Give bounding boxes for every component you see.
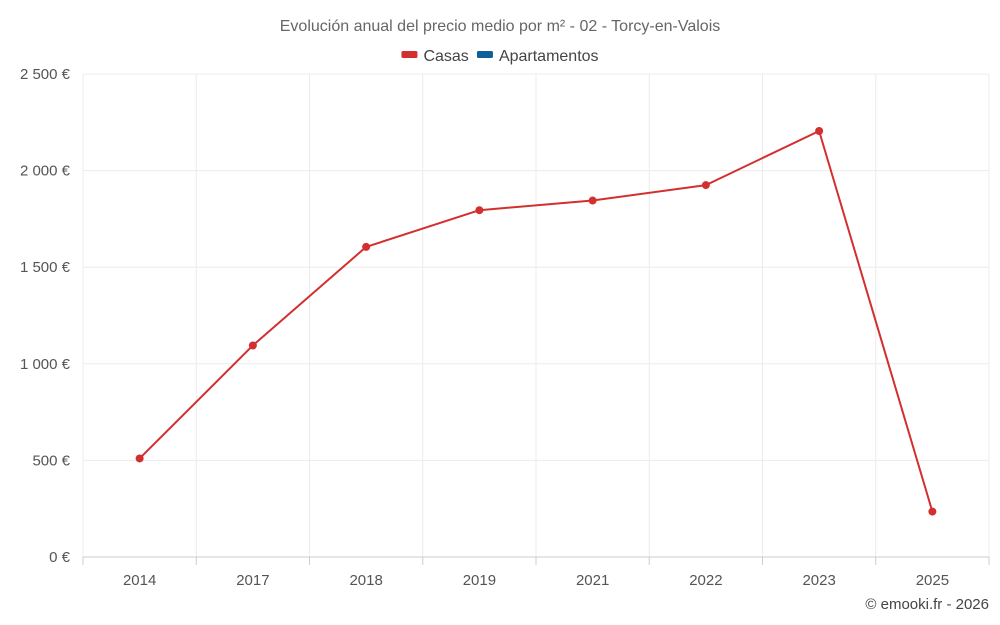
legend-label-casas[interactable]: Casas: [423, 48, 468, 65]
y-tick-label: 1 500 €: [20, 259, 71, 276]
x-tick-label: 2023: [802, 572, 835, 589]
legend-label-apartamentos[interactable]: Apartamentos: [499, 48, 599, 65]
y-axis: 0 € 500 € 1 000 € 1 500 € 2 000 € 2 500 €: [20, 66, 71, 566]
x-tick-label: 2021: [576, 572, 609, 589]
data-point-casas[interactable]: 2019: 1795 €: [475, 206, 484, 215]
data-point-casas[interactable]: 2025: 235 €: [928, 507, 937, 516]
y-tick-label: 500 €: [32, 452, 70, 469]
data-point-casas[interactable]: 2014: 510 €: [135, 454, 144, 463]
chart-title: Evolución anual del precio medio por m² …: [280, 18, 721, 35]
data-point-casas[interactable]: 2022: 1925 €: [701, 181, 710, 190]
y-tick-label: 2 000 €: [20, 163, 71, 180]
data-point-casas[interactable]: 2021: 1845 €: [588, 196, 597, 205]
x-axis: 2014 2017 2018 2019 2021 2022 2023 2025: [82, 556, 990, 589]
series-group: 2014: 510 € 2017: 1095 € 2018: 1605 € 2019:…: [135, 126, 937, 516]
legend-swatch-apartamentos[interactable]: [476, 51, 493, 58]
y-tick-label: 2 500 €: [20, 66, 71, 83]
series-line-casas: [138, 129, 934, 512]
x-tick-label: 2014: [123, 572, 156, 589]
y-tick-label: 1 000 €: [20, 356, 71, 373]
y-tick-label: 0 €: [49, 549, 71, 566]
data-point-casas[interactable]: 2018: 1605 €: [362, 242, 371, 251]
legend-swatch-casas[interactable]: [401, 51, 418, 58]
credit-text: © emooki.fr - 2026: [865, 596, 989, 613]
x-tick-label: 2025: [916, 572, 949, 589]
x-tick-label: 2019: [463, 572, 496, 589]
x-tick-label: 2018: [349, 572, 382, 589]
x-tick-label: 2022: [689, 572, 722, 589]
x-tick-label: 2017: [236, 572, 269, 589]
data-point-casas[interactable]: 2017: 1095 €: [248, 341, 257, 350]
gridlines: [82, 73, 990, 557]
legend: Casas Apartamentos: [401, 48, 599, 65]
data-point-casas[interactable]: 2023: 2205 €: [815, 126, 824, 135]
